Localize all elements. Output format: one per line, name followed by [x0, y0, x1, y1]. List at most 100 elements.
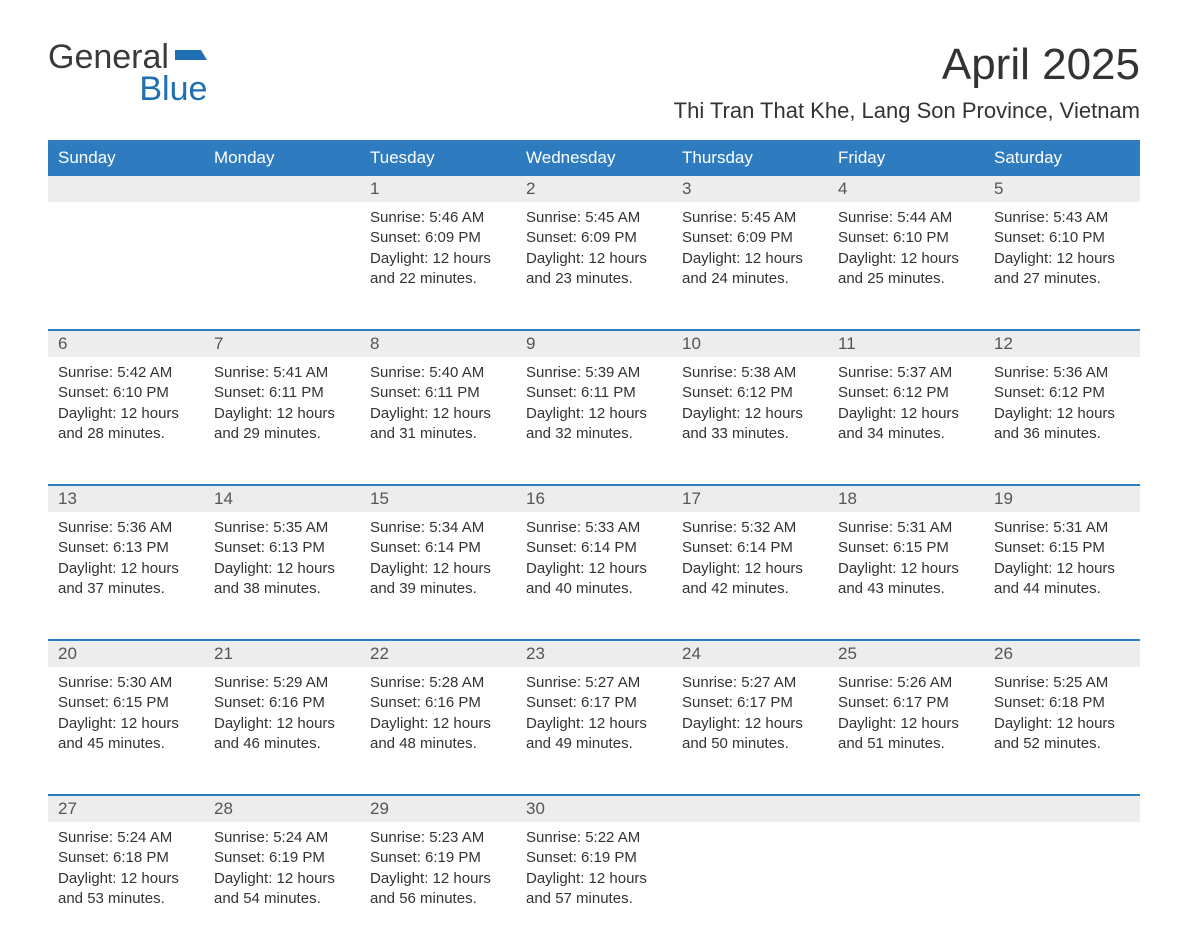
daylight-line: Daylight: 12 hours and 36 minutes. [994, 404, 1130, 445]
daylight-line: Daylight: 12 hours and 37 minutes. [58, 559, 194, 600]
day-content-cell: Sunrise: 5:45 AMSunset: 6:09 PMDaylight:… [516, 202, 672, 330]
sunrise-line: Sunrise: 5:37 AM [838, 363, 974, 383]
day-content-cell [828, 822, 984, 950]
day-content-cell: Sunrise: 5:45 AMSunset: 6:09 PMDaylight:… [672, 202, 828, 330]
calendar-body: 12345Sunrise: 5:46 AMSunset: 6:09 PMDayl… [48, 176, 1140, 950]
sunset-line: Sunset: 6:13 PM [214, 538, 350, 558]
day-number-cell: 3 [672, 176, 828, 202]
sunrise-line: Sunrise: 5:45 AM [526, 208, 662, 228]
sunset-line: Sunset: 6:17 PM [682, 693, 818, 713]
day-number-cell: 16 [516, 485, 672, 512]
day-content-cell: Sunrise: 5:22 AMSunset: 6:19 PMDaylight:… [516, 822, 672, 950]
calendar-table: SundayMondayTuesdayWednesdayThursdayFrid… [48, 140, 1140, 950]
day-number-cell: 28 [204, 795, 360, 822]
sunset-line: Sunset: 6:19 PM [526, 848, 662, 868]
day-content-cell [672, 822, 828, 950]
daylight-line: Daylight: 12 hours and 43 minutes. [838, 559, 974, 600]
day-content-row: Sunrise: 5:46 AMSunset: 6:09 PMDaylight:… [48, 202, 1140, 330]
day-content-cell: Sunrise: 5:34 AMSunset: 6:14 PMDaylight:… [360, 512, 516, 640]
sunset-line: Sunset: 6:11 PM [370, 383, 506, 403]
day-content-cell: Sunrise: 5:37 AMSunset: 6:12 PMDaylight:… [828, 357, 984, 485]
weekday-header: Friday [828, 140, 984, 176]
sunrise-line: Sunrise: 5:41 AM [214, 363, 350, 383]
daylight-line: Daylight: 12 hours and 25 minutes. [838, 249, 974, 290]
day-details: Sunrise: 5:37 AMSunset: 6:12 PMDaylight:… [828, 357, 984, 454]
sunrise-line: Sunrise: 5:25 AM [994, 673, 1130, 693]
day-number-row: 12345 [48, 176, 1140, 202]
sunrise-line: Sunrise: 5:34 AM [370, 518, 506, 538]
daylight-line: Daylight: 12 hours and 39 minutes. [370, 559, 506, 600]
day-number-cell: 14 [204, 485, 360, 512]
day-content-cell: Sunrise: 5:40 AMSunset: 6:11 PMDaylight:… [360, 357, 516, 485]
sunset-line: Sunset: 6:12 PM [994, 383, 1130, 403]
day-number-cell: 4 [828, 176, 984, 202]
weekday-header: Monday [204, 140, 360, 176]
day-content-cell: Sunrise: 5:44 AMSunset: 6:10 PMDaylight:… [828, 202, 984, 330]
sunset-line: Sunset: 6:18 PM [994, 693, 1130, 713]
day-number-cell [48, 176, 204, 202]
day-number-cell: 18 [828, 485, 984, 512]
day-number-cell: 17 [672, 485, 828, 512]
daylight-line: Daylight: 12 hours and 34 minutes. [838, 404, 974, 445]
day-number-cell: 30 [516, 795, 672, 822]
day-number-row: 6789101112 [48, 330, 1140, 357]
day-number-cell: 27 [48, 795, 204, 822]
day-number-cell: 6 [48, 330, 204, 357]
day-number-cell: 11 [828, 330, 984, 357]
sunrise-line: Sunrise: 5:31 AM [994, 518, 1130, 538]
sunrise-line: Sunrise: 5:29 AM [214, 673, 350, 693]
day-details: Sunrise: 5:27 AMSunset: 6:17 PMDaylight:… [516, 667, 672, 764]
sunset-line: Sunset: 6:18 PM [58, 848, 194, 868]
day-number-row: 27282930 [48, 795, 1140, 822]
daylight-line: Daylight: 12 hours and 56 minutes. [370, 869, 506, 910]
sunset-line: Sunset: 6:10 PM [58, 383, 194, 403]
logo-flag-icon [175, 50, 207, 70]
sunset-line: Sunset: 6:15 PM [994, 538, 1130, 558]
weekday-header-row: SundayMondayTuesdayWednesdayThursdayFrid… [48, 140, 1140, 176]
sunset-line: Sunset: 6:15 PM [838, 538, 974, 558]
daylight-line: Daylight: 12 hours and 32 minutes. [526, 404, 662, 445]
daylight-line: Daylight: 12 hours and 57 minutes. [526, 869, 662, 910]
sunset-line: Sunset: 6:14 PM [370, 538, 506, 558]
day-number-cell: 7 [204, 330, 360, 357]
day-number-row: 13141516171819 [48, 485, 1140, 512]
day-content-cell: Sunrise: 5:28 AMSunset: 6:16 PMDaylight:… [360, 667, 516, 795]
day-number-cell: 2 [516, 176, 672, 202]
daylight-line: Daylight: 12 hours and 52 minutes. [994, 714, 1130, 755]
day-content-cell: Sunrise: 5:35 AMSunset: 6:13 PMDaylight:… [204, 512, 360, 640]
sunset-line: Sunset: 6:17 PM [838, 693, 974, 713]
day-details: Sunrise: 5:29 AMSunset: 6:16 PMDaylight:… [204, 667, 360, 764]
day-number-cell: 29 [360, 795, 516, 822]
day-content-cell: Sunrise: 5:29 AMSunset: 6:16 PMDaylight:… [204, 667, 360, 795]
day-content-cell: Sunrise: 5:41 AMSunset: 6:11 PMDaylight:… [204, 357, 360, 485]
day-details: Sunrise: 5:30 AMSunset: 6:15 PMDaylight:… [48, 667, 204, 764]
sunset-line: Sunset: 6:10 PM [994, 228, 1130, 248]
weekday-header: Tuesday [360, 140, 516, 176]
day-number-cell: 13 [48, 485, 204, 512]
day-content-cell: Sunrise: 5:43 AMSunset: 6:10 PMDaylight:… [984, 202, 1140, 330]
sunset-line: Sunset: 6:09 PM [682, 228, 818, 248]
day-details: Sunrise: 5:27 AMSunset: 6:17 PMDaylight:… [672, 667, 828, 764]
day-content-cell: Sunrise: 5:42 AMSunset: 6:10 PMDaylight:… [48, 357, 204, 485]
day-details: Sunrise: 5:25 AMSunset: 6:18 PMDaylight:… [984, 667, 1140, 764]
day-content-cell: Sunrise: 5:46 AMSunset: 6:09 PMDaylight:… [360, 202, 516, 330]
sunset-line: Sunset: 6:16 PM [370, 693, 506, 713]
sunrise-line: Sunrise: 5:27 AM [526, 673, 662, 693]
day-details: Sunrise: 5:32 AMSunset: 6:14 PMDaylight:… [672, 512, 828, 609]
day-content-cell: Sunrise: 5:36 AMSunset: 6:12 PMDaylight:… [984, 357, 1140, 485]
sunrise-line: Sunrise: 5:43 AM [994, 208, 1130, 228]
weekday-header: Saturday [984, 140, 1140, 176]
day-content-cell: Sunrise: 5:27 AMSunset: 6:17 PMDaylight:… [672, 667, 828, 795]
day-details: Sunrise: 5:26 AMSunset: 6:17 PMDaylight:… [828, 667, 984, 764]
daylight-line: Daylight: 12 hours and 50 minutes. [682, 714, 818, 755]
sunrise-line: Sunrise: 5:38 AM [682, 363, 818, 383]
sunset-line: Sunset: 6:15 PM [58, 693, 194, 713]
daylight-line: Daylight: 12 hours and 38 minutes. [214, 559, 350, 600]
day-details: Sunrise: 5:22 AMSunset: 6:19 PMDaylight:… [516, 822, 672, 919]
day-content-row: Sunrise: 5:24 AMSunset: 6:18 PMDaylight:… [48, 822, 1140, 950]
sunrise-line: Sunrise: 5:36 AM [58, 518, 194, 538]
sunrise-line: Sunrise: 5:27 AM [682, 673, 818, 693]
day-details: Sunrise: 5:23 AMSunset: 6:19 PMDaylight:… [360, 822, 516, 919]
day-details: Sunrise: 5:45 AMSunset: 6:09 PMDaylight:… [516, 202, 672, 299]
day-details: Sunrise: 5:36 AMSunset: 6:12 PMDaylight:… [984, 357, 1140, 454]
